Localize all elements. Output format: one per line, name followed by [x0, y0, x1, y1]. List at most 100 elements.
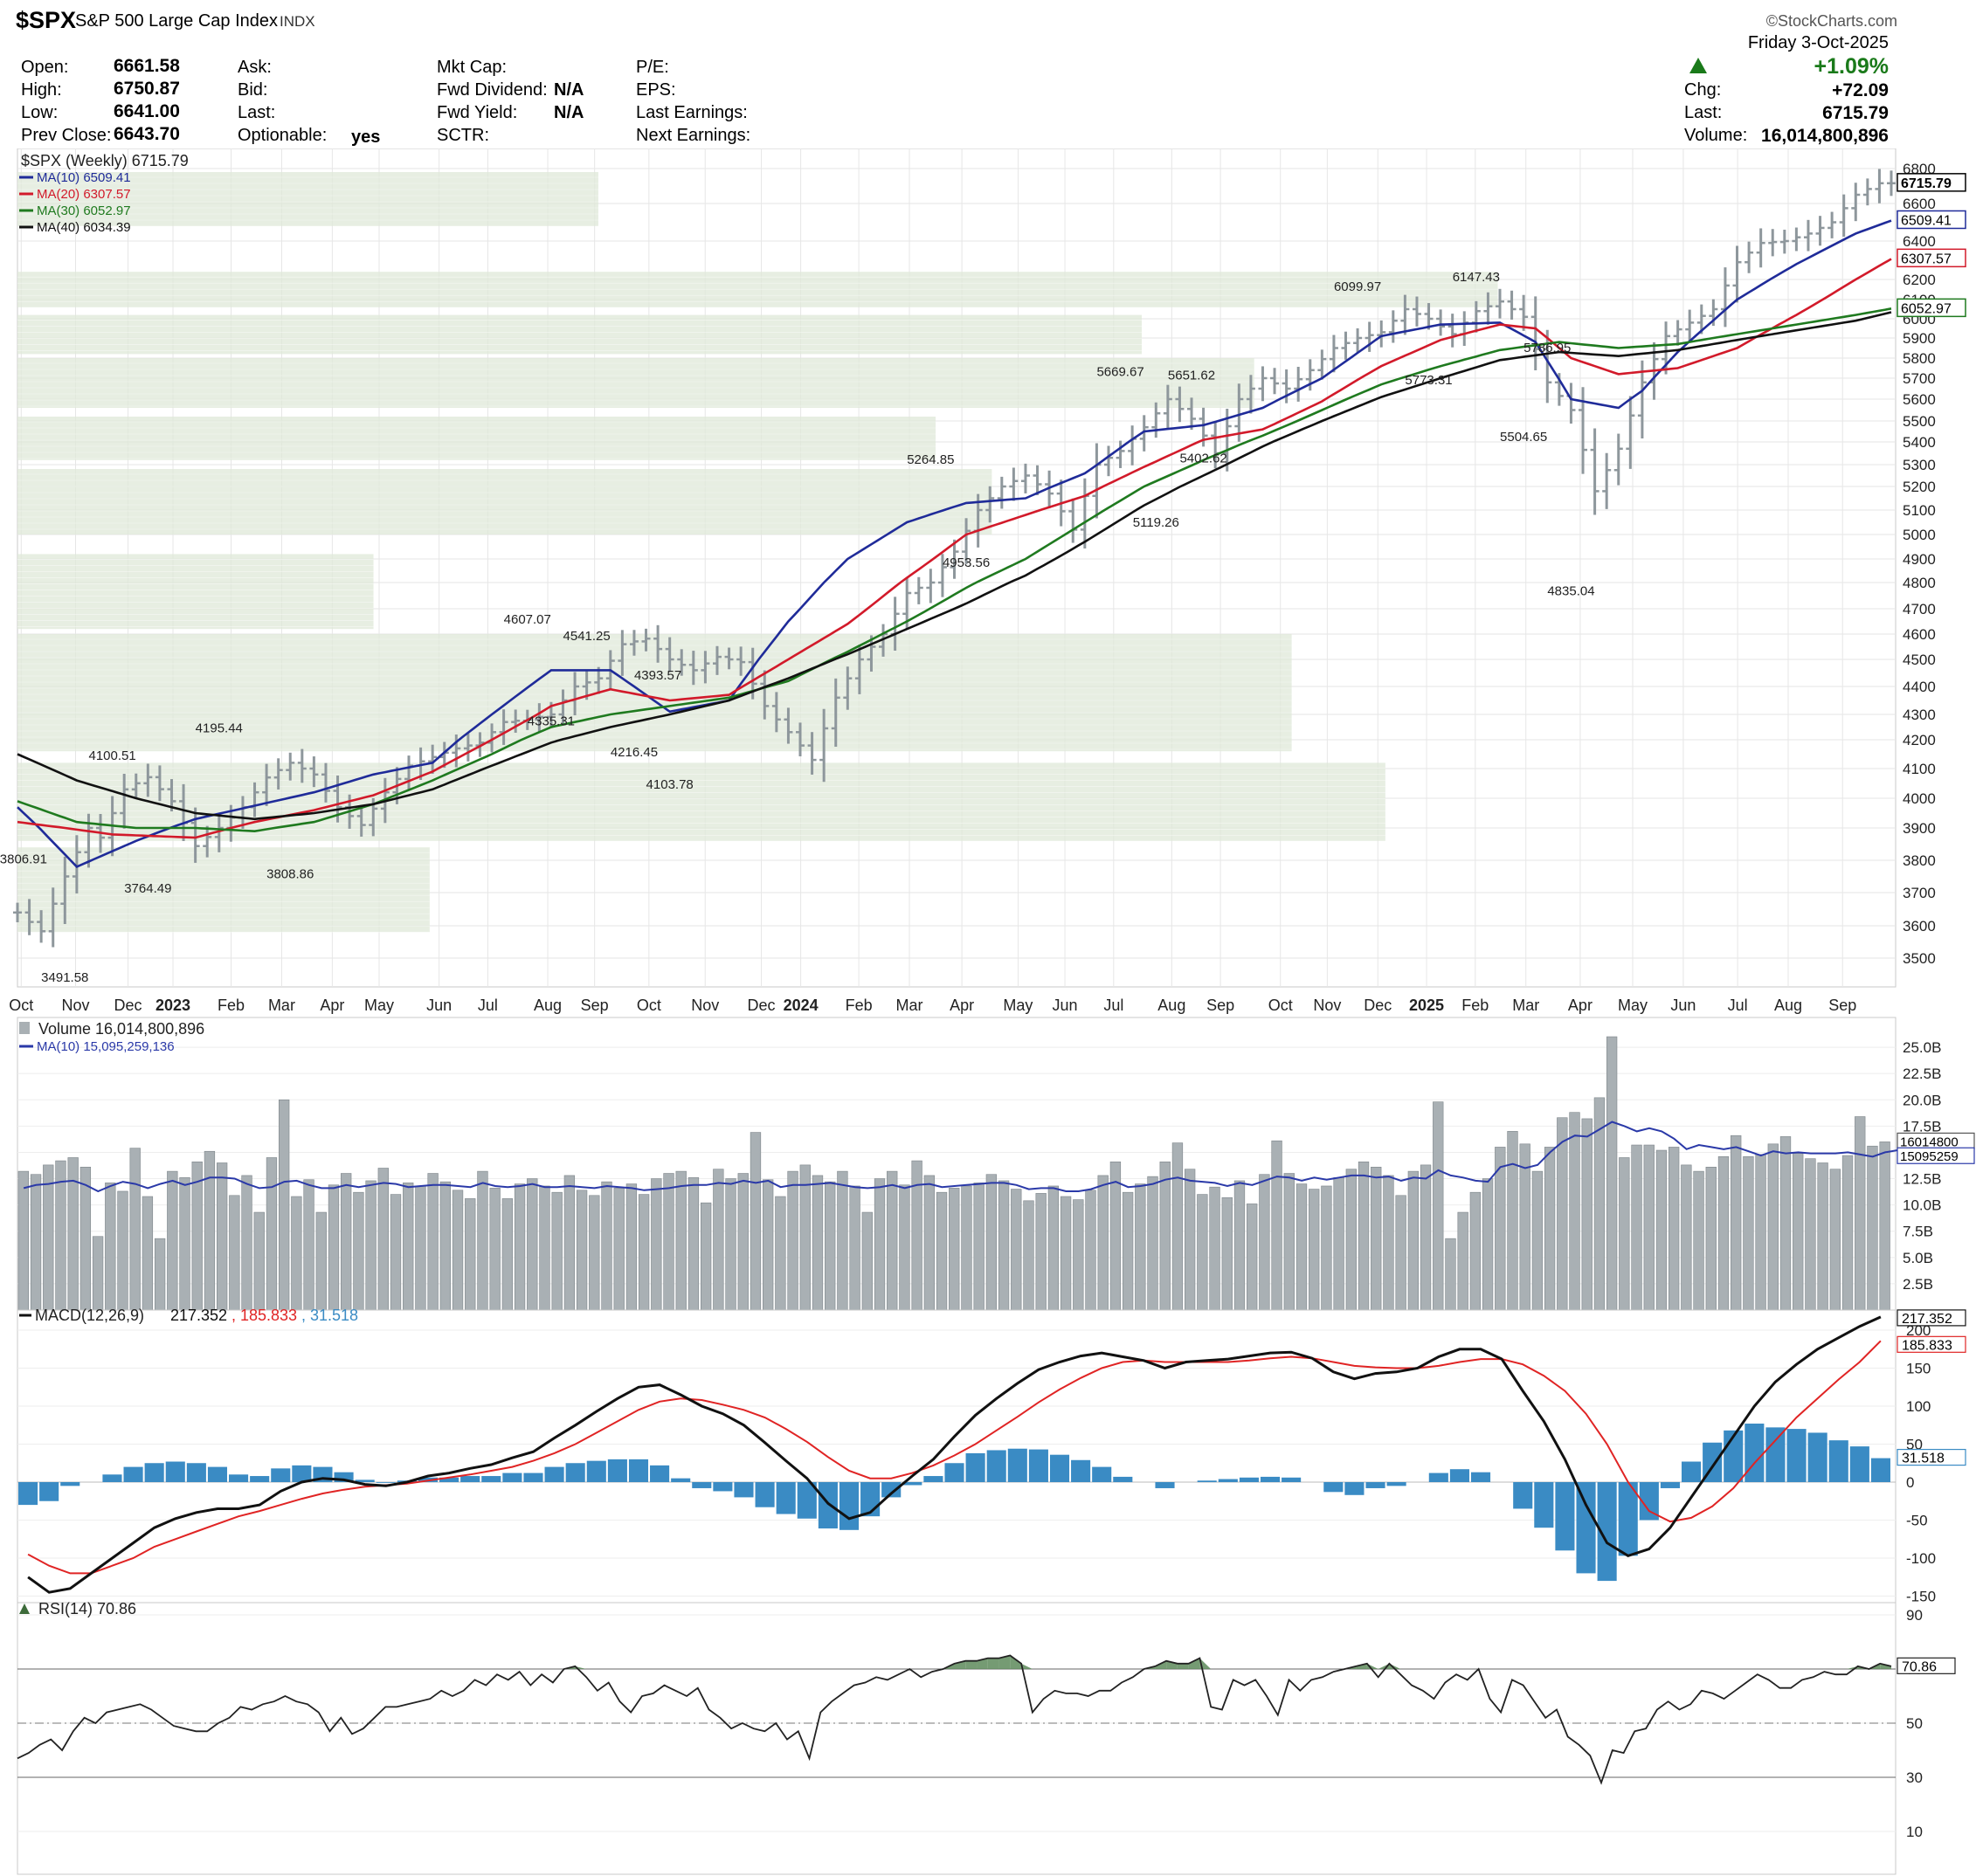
- x-axis-tick: Apr: [950, 997, 974, 1014]
- volume-axis-tick: 20.0B: [1903, 1092, 1941, 1108]
- x-axis-tick: Sep: [1828, 997, 1856, 1014]
- last-value-tag-text: 6307.57: [1901, 252, 1952, 266]
- rsi-overbought-fill: [998, 1655, 1011, 1669]
- price-axis-tick: 5000: [1903, 527, 1936, 543]
- volume-bar: [1184, 1169, 1196, 1311]
- macd-last-tag-text: 31.518: [1902, 1452, 1945, 1466]
- volume-bar: [1445, 1238, 1456, 1311]
- volume-axis-tick: 2.5B: [1903, 1276, 1933, 1293]
- last-value-tag: [1897, 210, 1966, 230]
- macd-histogram-bar: [1282, 1477, 1302, 1482]
- macd-histogram-bar: [1323, 1482, 1344, 1493]
- macd-histogram-bar: [1618, 1482, 1638, 1556]
- volume-bar: [1619, 1157, 1630, 1311]
- x-axis-tick: Aug: [1774, 997, 1802, 1014]
- macd-histogram-bar: [60, 1482, 80, 1486]
- volume-bar: [1259, 1174, 1270, 1311]
- price-axis-tick: 6600: [1903, 196, 1936, 212]
- x-axis-tick: Sep: [581, 997, 609, 1014]
- volume-bar: [30, 1174, 42, 1311]
- volume-bar: [613, 1188, 625, 1311]
- price-axis-tick: 3500: [1903, 950, 1936, 967]
- macd-histogram-bar: [1049, 1454, 1070, 1482]
- volume-bar: [1309, 1189, 1320, 1311]
- moving-average-line: [17, 307, 1892, 833]
- volume-by-price-bar: [17, 762, 1385, 841]
- price-chart-title: $SPX (Weekly) 6715.79: [21, 152, 189, 169]
- volume-panel: 2.5B5.0B7.5B10.0B12.5B15.0B17.5B20.0B22.…: [17, 1017, 1975, 1311]
- macd-histogram-bar: [18, 1482, 38, 1506]
- macd-histogram-bar: [165, 1461, 185, 1482]
- volume-bar: [576, 1190, 588, 1311]
- price-label: 3806.91: [0, 852, 47, 866]
- legend-entry: MA(20) 6307.57: [37, 187, 131, 202]
- macd-histogram-bar: [1513, 1482, 1533, 1509]
- price-axis-tick: 5400: [1903, 434, 1936, 451]
- x-axis-tick: Feb: [846, 997, 873, 1014]
- macd-histogram-bar: [439, 1477, 459, 1482]
- x-axis-tick: Jun: [1670, 997, 1696, 1014]
- macd-histogram-bar: [1849, 1446, 1869, 1482]
- brand-logo: ©StockCharts.com: [1765, 12, 1897, 30]
- macd-histogram-bar: [1660, 1482, 1680, 1488]
- volume-bar: [279, 1099, 290, 1311]
- volume-bar: [266, 1157, 278, 1311]
- macd-histogram-bar: [502, 1473, 522, 1482]
- volume-bar: [377, 1168, 389, 1311]
- volume-bar: [1060, 1196, 1072, 1311]
- up-arrow-icon: [1689, 58, 1707, 73]
- volume-bar: [1717, 1155, 1730, 1311]
- macd-histogram-bar: [186, 1463, 206, 1482]
- price-axis-tick: 5700: [1903, 370, 1936, 387]
- volume-bar: [415, 1185, 426, 1311]
- price-axis-tick: 5600: [1903, 391, 1936, 408]
- volume-by-price-bar: [17, 554, 374, 630]
- macd-histogram-bar: [334, 1472, 354, 1482]
- macd-histogram-bar: [229, 1474, 249, 1482]
- macd-histogram-bar: [1007, 1448, 1027, 1482]
- volume-bar: [763, 1179, 774, 1311]
- x-axis-tick: May: [364, 997, 394, 1014]
- price-axis-tick: 6200: [1903, 272, 1936, 288]
- volume-bar: [1097, 1175, 1109, 1311]
- macd-histogram-bar: [839, 1482, 860, 1530]
- volume-bar: [1879, 1141, 1890, 1311]
- volume-bar: [1433, 1101, 1444, 1311]
- volume-bar: [812, 1175, 824, 1311]
- x-axis: Oct Nov Dec 2023 Feb Mar Apr May Jun Jul Aug Sep Oct…: [9, 997, 1856, 1014]
- volume-bar: [439, 1181, 451, 1311]
- volume-bar: [514, 1183, 526, 1311]
- macd-panel: -150 -100 -50 0 50 100 150 200 MACD(12,26,9) 217.…: [17, 1307, 1966, 1605]
- macd-histogram-bar: [607, 1459, 627, 1482]
- macd-histogram-bar: [1113, 1476, 1133, 1482]
- volume-bar: [1655, 1149, 1668, 1311]
- x-axis-tick: Nov: [691, 997, 719, 1014]
- volume-bar: [1345, 1169, 1357, 1311]
- macd-histogram-bar: [1155, 1482, 1175, 1488]
- legend-entry: MA(30) 6052.97: [37, 203, 131, 218]
- volume-axis-tick: 7.5B: [1903, 1224, 1933, 1240]
- macd-hist-value: , 31.518: [301, 1307, 358, 1324]
- rsi-line: [17, 1654, 1892, 1785]
- volume-bar: [303, 1179, 314, 1311]
- low-label: Low:: [21, 103, 59, 122]
- rsi-legend-icon: [19, 1604, 30, 1614]
- rsi-axis-tick: 90: [1906, 1607, 1923, 1624]
- rsi-overbought-fill: [1010, 1655, 1022, 1669]
- change-percent: +1.09%: [1814, 54, 1890, 79]
- macd-axis-tick: -50: [1906, 1513, 1928, 1529]
- volume-bar: [117, 1190, 128, 1311]
- macd-last-tag: [1897, 1335, 1966, 1353]
- volume-bar: [1073, 1199, 1084, 1311]
- volume-bar: [1779, 1136, 1792, 1311]
- volume-bar: [1581, 1118, 1593, 1311]
- sctr-label: SCTR:: [437, 126, 489, 145]
- volume-bar: [998, 1180, 1010, 1311]
- volume-bar: [1705, 1166, 1717, 1311]
- volume-bar: [1122, 1191, 1134, 1311]
- legend-entry: MA(10) 6509.41: [37, 170, 131, 185]
- volume-bar: [601, 1181, 612, 1311]
- volume-bar: [1159, 1161, 1171, 1311]
- volume-bar: [675, 1170, 687, 1311]
- x-axis-tick: Mar: [268, 997, 295, 1014]
